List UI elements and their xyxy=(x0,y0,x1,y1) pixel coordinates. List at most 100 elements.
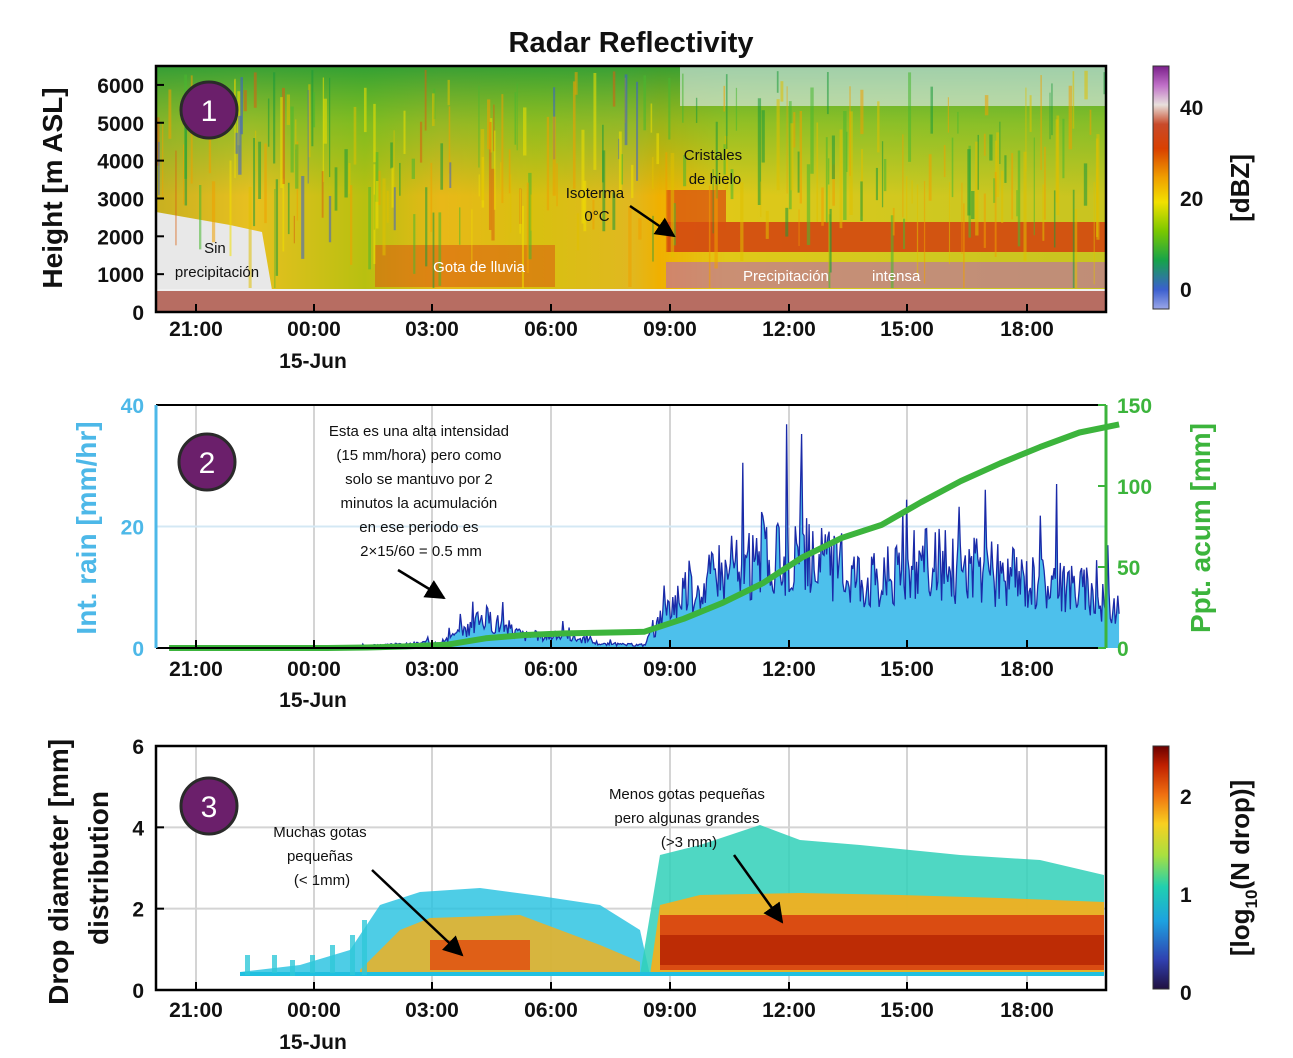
y-tick-label: 0 xyxy=(132,302,144,325)
y-tick-label: 4 xyxy=(132,817,144,840)
y-tick-label: 1000 xyxy=(97,264,144,287)
x-tick-label: 06:00 xyxy=(524,999,578,1022)
dsd-sparse-drop xyxy=(245,955,250,975)
x-tick-label: 00:00 xyxy=(287,318,341,341)
panel3-y-axis: 0 2 4 6 xyxy=(132,736,164,1003)
panel2-badge: 2 xyxy=(177,432,237,492)
panel1-streaks xyxy=(156,70,1106,288)
panel3-ylabel-line1: Drop diameter [mm] xyxy=(43,739,74,1005)
y-tick-label: 6 xyxy=(132,736,144,759)
y-tick-label: 3000 xyxy=(97,188,144,211)
x-tick-label: 06:00 xyxy=(524,318,578,341)
panel1-date-label: 15-Jun xyxy=(279,350,347,373)
x-tick-label: 18:00 xyxy=(1000,658,1054,681)
y2-tick-label: 0 xyxy=(1117,638,1129,661)
x-tick-label: 21:00 xyxy=(169,999,223,1022)
x-tick-label: 15:00 xyxy=(880,318,934,341)
panel1-title: Radar Reflectivity xyxy=(509,27,754,59)
dsd-sparse-drop xyxy=(290,960,295,976)
panel2-badge-number: 2 xyxy=(199,447,216,480)
x-tick-label: 21:00 xyxy=(169,318,223,341)
dsd-sparse-drop xyxy=(272,955,277,973)
colorbar-ndrop-label: [log10(N drop)] xyxy=(1225,780,1261,956)
panel3-badge-number: 3 xyxy=(201,791,218,824)
dsd-early-peak xyxy=(430,940,530,970)
panel3-ylabel-line2: distribution xyxy=(83,791,114,945)
annotation-many-small-arrow xyxy=(371,869,464,957)
panel3-colorbar: 0 1 2 [log10(N drop)] xyxy=(1152,745,1261,1005)
panel3-badge: 3 xyxy=(179,776,239,836)
panel1-ylabel: Height [m ASL] xyxy=(37,87,68,288)
panel2-ylabel: Int. rain [mm/hr] xyxy=(71,421,102,634)
panel3-date-label: 15-Jun xyxy=(279,1031,347,1053)
panel1-melting-layer xyxy=(666,222,1106,252)
dsd-late-deep xyxy=(660,935,1104,965)
annotation-intensity-arrow xyxy=(397,568,446,600)
colorbar-ndrop-tick: 0 xyxy=(1180,982,1192,1005)
annotation-fewer-small-arrow xyxy=(732,854,784,924)
annotation-many-small: Muchas gotas pequeñas (< 1mm) xyxy=(273,824,371,889)
colorbar-dbz-tick: 0 xyxy=(1180,279,1192,302)
colorbar-ndrop xyxy=(1152,745,1170,990)
panel1-colorbar: 0 20 40 [dBZ] xyxy=(1152,65,1255,310)
x-tick-label: 12:00 xyxy=(762,318,816,341)
colorbar-dbz xyxy=(1152,65,1170,310)
panel1-intense-precip xyxy=(666,262,1106,288)
y-tick-label: 6000 xyxy=(97,75,144,98)
panel1-late-cloud-top xyxy=(680,66,1106,106)
annotation-ice-crystals: Cristales de hielo xyxy=(684,147,747,188)
annotation-fewer-small: Menos gotas pequeñas pero algunas grande… xyxy=(609,786,769,851)
x-tick-label: 15:00 xyxy=(880,999,934,1022)
panel3-frame xyxy=(154,744,1108,992)
colorbar-ndrop-tick: 2 xyxy=(1180,786,1192,809)
x-tick-label: 12:00 xyxy=(762,999,816,1022)
panel2-x-axis: 21:00 00:00 03:00 06:00 09:00 12:00 15:00 18:00 xyxy=(169,640,1054,681)
x-tick-label: 09:00 xyxy=(643,318,697,341)
annotation-no-precip: Sin precipitación xyxy=(175,240,259,281)
x-tick-label: 18:00 xyxy=(1000,318,1054,341)
annotation-intense-precip: Precipitación intensa xyxy=(743,268,921,285)
colorbar-dbz-tick: 20 xyxy=(1180,188,1203,211)
colorbar-dbz-label: [dBZ] xyxy=(1225,154,1255,222)
panel1-rain-band xyxy=(375,245,555,287)
dsd-sparse-drop xyxy=(310,955,315,973)
y-tick-label: 2 xyxy=(132,899,144,922)
y2-tick-label: 50 xyxy=(1117,557,1140,580)
x-tick-label: 03:00 xyxy=(405,658,459,681)
panel2-y2label: Ppt. acum [mm] xyxy=(1185,423,1216,633)
panel1-frame xyxy=(154,64,1108,314)
annotation-raindrop: Gota de lluvia xyxy=(433,259,525,276)
panel1-badge-number: 1 xyxy=(201,95,218,128)
dsd-sparse-drop xyxy=(350,935,355,975)
x-tick-label: 06:00 xyxy=(524,658,578,681)
y-tick-label: 40 xyxy=(121,395,144,418)
annotation-isotherm: Isoterma 0°C xyxy=(566,185,629,225)
dsd-sparse-drop xyxy=(330,945,335,973)
y-tick-label: 0 xyxy=(132,980,144,1003)
x-tick-label: 09:00 xyxy=(643,999,697,1022)
x-tick-label: 12:00 xyxy=(762,658,816,681)
x-tick-label: 03:00 xyxy=(405,999,459,1022)
colorbar-ndrop-tick: 1 xyxy=(1180,884,1192,907)
panel2-date-label: 15-Jun xyxy=(279,689,347,712)
panel2-plot xyxy=(154,404,1120,651)
x-tick-label: 18:00 xyxy=(1000,999,1054,1022)
dsd-sparse-drop xyxy=(362,920,367,975)
panel3-ylabel: Drop diameter [mm] distribution xyxy=(43,731,114,1005)
panel1-plot xyxy=(154,64,1108,314)
y-tick-label: 2000 xyxy=(97,226,144,249)
panel1-ground xyxy=(156,290,1106,312)
panel2-y-axis-right: 0 50 100 150 xyxy=(1098,395,1152,661)
panel3-plot xyxy=(154,744,1108,992)
panel1-y-axis: 0 1000 2000 3000 4000 5000 6000 xyxy=(97,75,164,325)
panel2-y-axis-left: 0 20 40 xyxy=(121,395,144,661)
x-tick-label: 00:00 xyxy=(287,658,341,681)
x-tick-label: 00:00 xyxy=(287,999,341,1022)
panel2-annotation: Esta es una alta intensidad (15 mm/hora)… xyxy=(329,423,509,600)
y2-tick-label: 100 xyxy=(1117,476,1152,499)
y-tick-label: 4000 xyxy=(97,151,144,174)
x-tick-label: 15:00 xyxy=(880,658,934,681)
y-tick-label: 0 xyxy=(132,638,144,661)
y-tick-label: 20 xyxy=(121,517,144,540)
